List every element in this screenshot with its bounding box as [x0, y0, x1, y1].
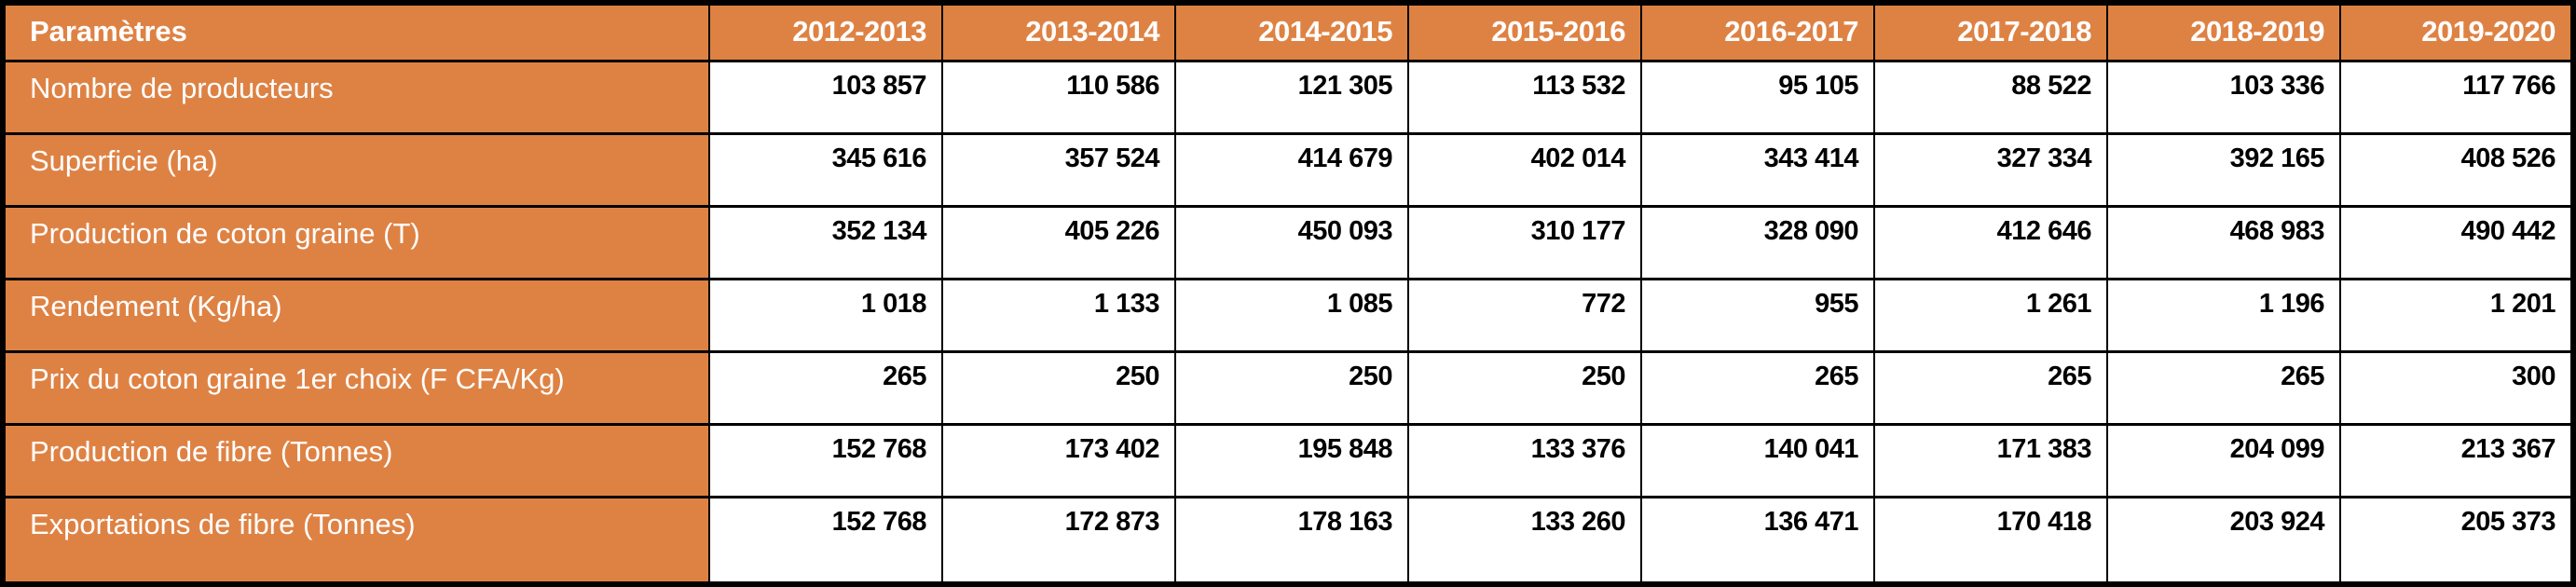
column-header-2012-2013: 2012-2013	[708, 1, 943, 62]
cell-value: 250	[1407, 349, 1642, 426]
cell-value: 133 376	[1407, 422, 1642, 498]
cell-value: 152 768	[708, 495, 943, 586]
table-row-rendement: Rendement (Kg/ha) 1 018 1 133 1 085 772 …	[2, 277, 2574, 353]
row-label-superficie: Superficie (ha)	[2, 131, 710, 208]
row-label-prix-coton-graine: Prix du coton graine 1er choix (F CFA/Kg…	[2, 349, 710, 426]
cell-value: 136 471	[1640, 495, 1875, 586]
cell-value: 265	[1873, 349, 2108, 426]
cell-value: 955	[1640, 277, 1875, 353]
cell-value: 1 261	[1873, 277, 2108, 353]
cell-value: 414 679	[1174, 131, 1409, 208]
cell-value: 204 099	[2106, 422, 2341, 498]
column-header-parametres: Paramètres	[2, 1, 710, 62]
cell-value: 265	[1640, 349, 1875, 426]
table-row-nombre-producteurs: Nombre de producteurs 103 857 110 586 12…	[2, 59, 2574, 135]
cell-value: 203 924	[2106, 495, 2341, 586]
table-row-production-coton-graine: Production de coton graine (T) 352 134 4…	[2, 204, 2574, 280]
header-row: Paramètres 2012-2013 2013-2014 2014-2015…	[2, 1, 2574, 62]
cell-value: 1 085	[1174, 277, 1409, 353]
column-header-2017-2018: 2017-2018	[1873, 1, 2108, 62]
cell-value: 405 226	[941, 204, 1176, 280]
cell-value: 450 093	[1174, 204, 1409, 280]
cell-value: 490 442	[2339, 204, 2574, 280]
cell-value: 772	[1407, 277, 1642, 353]
column-header-2014-2015: 2014-2015	[1174, 1, 1409, 62]
cell-value: 408 526	[2339, 131, 2574, 208]
cell-value: 327 334	[1873, 131, 2108, 208]
cell-value: 88 522	[1873, 59, 2108, 135]
cell-value: 265	[708, 349, 943, 426]
cell-value: 300	[2339, 349, 2574, 426]
cell-value: 110 586	[941, 59, 1176, 135]
cell-value: 152 768	[708, 422, 943, 498]
table-row-exportations-fibre: Exportations de fibre (Tonnes) 152 768 1…	[2, 495, 2574, 586]
cell-value: 95 105	[1640, 59, 1875, 135]
cell-value: 265	[2106, 349, 2341, 426]
row-label-production-fibre: Production de fibre (Tonnes)	[2, 422, 710, 498]
cell-value: 213 367	[2339, 422, 2574, 498]
cell-value: 170 418	[1873, 495, 2108, 586]
cell-value: 178 163	[1174, 495, 1409, 586]
cell-value: 328 090	[1640, 204, 1875, 280]
table-row-superficie: Superficie (ha) 345 616 357 524 414 679 …	[2, 131, 2574, 208]
row-label-nombre-producteurs: Nombre de producteurs	[2, 59, 710, 135]
row-label-exportations-fibre: Exportations de fibre (Tonnes)	[2, 495, 710, 586]
cell-value: 1 201	[2339, 277, 2574, 353]
cell-value: 172 873	[941, 495, 1176, 586]
cell-value: 402 014	[1407, 131, 1642, 208]
cell-value: 133 260	[1407, 495, 1642, 586]
row-label-rendement: Rendement (Kg/ha)	[2, 277, 710, 353]
cell-value: 117 766	[2339, 59, 2574, 135]
cell-value: 250	[1174, 349, 1409, 426]
cell-value: 357 524	[941, 131, 1176, 208]
table-row-prix-coton-graine: Prix du coton graine 1er choix (F CFA/Kg…	[2, 349, 2574, 426]
cell-value: 113 532	[1407, 59, 1642, 135]
cell-value: 103 857	[708, 59, 943, 135]
cell-value: 392 165	[2106, 131, 2341, 208]
cell-value: 1 133	[941, 277, 1176, 353]
cell-value: 310 177	[1407, 204, 1642, 280]
cell-value: 412 646	[1873, 204, 2108, 280]
cell-value: 103 336	[2106, 59, 2341, 135]
cell-value: 250	[941, 349, 1176, 426]
column-header-2013-2014: 2013-2014	[941, 1, 1176, 62]
cell-value: 1 018	[708, 277, 943, 353]
cell-value: 173 402	[941, 422, 1176, 498]
cell-value: 343 414	[1640, 131, 1875, 208]
cell-value: 352 134	[708, 204, 943, 280]
column-header-2016-2017: 2016-2017	[1640, 1, 1875, 62]
row-label-production-coton-graine: Production de coton graine (T)	[2, 204, 710, 280]
table-row-production-fibre: Production de fibre (Tonnes) 152 768 173…	[2, 422, 2574, 498]
column-header-2015-2016: 2015-2016	[1407, 1, 1642, 62]
cell-value: 205 373	[2339, 495, 2574, 586]
cell-value: 1 196	[2106, 277, 2341, 353]
cell-value: 140 041	[1640, 422, 1875, 498]
cell-value: 121 305	[1174, 59, 1409, 135]
cell-value: 195 848	[1174, 422, 1409, 498]
cell-value: 345 616	[708, 131, 943, 208]
column-header-2018-2019: 2018-2019	[2106, 1, 2341, 62]
cell-value: 171 383	[1873, 422, 2108, 498]
column-header-2019-2020: 2019-2020	[2339, 1, 2574, 62]
cell-value: 468 983	[2106, 204, 2341, 280]
